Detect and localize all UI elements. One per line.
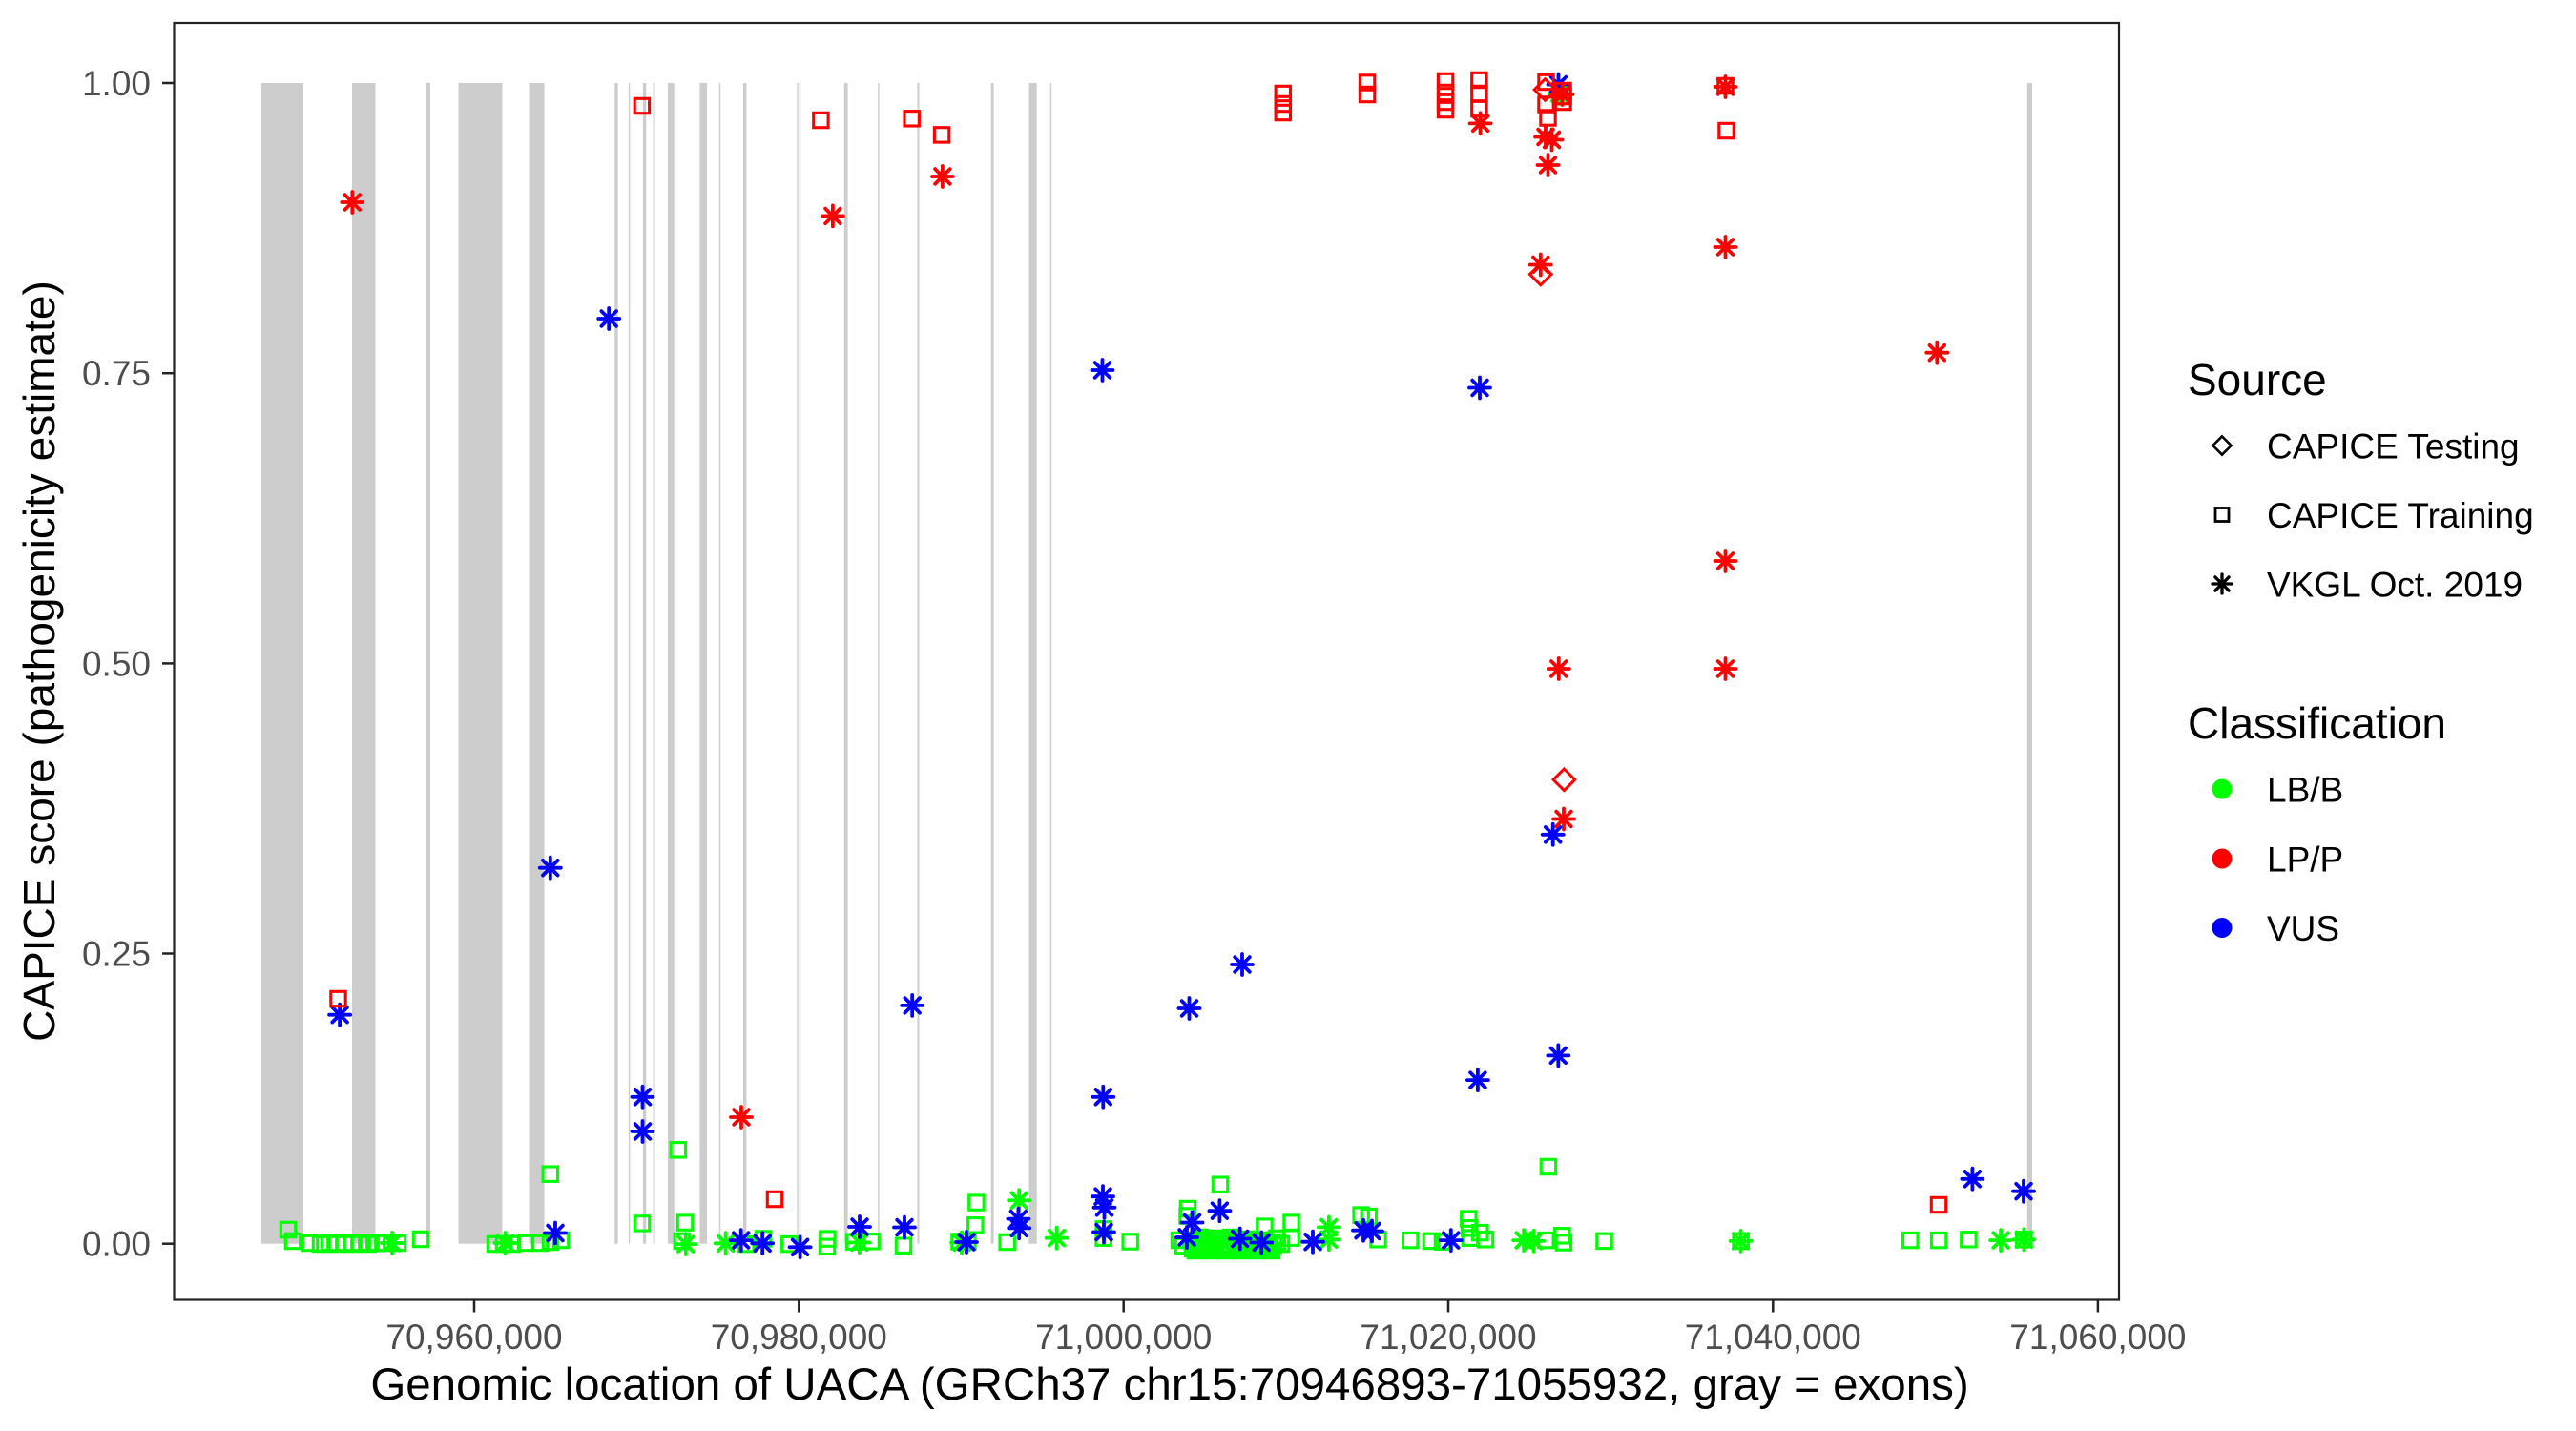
svg-text:LP/P: LP/P	[2267, 840, 2343, 880]
svg-text:70,960,000: 70,960,000	[385, 1317, 562, 1357]
svg-text:71,000,000: 71,000,000	[1035, 1317, 1212, 1357]
svg-text:71,040,000: 71,040,000	[1685, 1317, 1861, 1357]
svg-text:CAPICE score (pathogenicity es: CAPICE score (pathogenicity estimate)	[14, 280, 64, 1042]
svg-text:0.50: 0.50	[82, 644, 151, 683]
svg-text:0.00: 0.00	[82, 1225, 151, 1264]
svg-text:1.00: 1.00	[82, 64, 151, 103]
svg-text:VKGL Oct. 2019: VKGL Oct. 2019	[2267, 566, 2523, 605]
svg-text:Classification: Classification	[2188, 698, 2446, 748]
svg-text:VUS: VUS	[2267, 909, 2339, 948]
svg-text:70,980,000: 70,980,000	[711, 1317, 887, 1357]
svg-text:LB/B: LB/B	[2267, 771, 2343, 810]
svg-text:71,020,000: 71,020,000	[1360, 1317, 1536, 1357]
svg-text:0.75: 0.75	[82, 354, 151, 393]
svg-text:Source: Source	[2188, 355, 2327, 404]
svg-text:71,060,000: 71,060,000	[2009, 1317, 2186, 1357]
svg-text:0.25: 0.25	[82, 935, 151, 974]
svg-text:CAPICE Testing: CAPICE Testing	[2267, 427, 2520, 467]
svg-text:CAPICE Training: CAPICE Training	[2267, 496, 2534, 535]
svg-text:Genomic location of UACA (GRCh: Genomic location of UACA (GRCh37 chr15:7…	[370, 1359, 1968, 1410]
